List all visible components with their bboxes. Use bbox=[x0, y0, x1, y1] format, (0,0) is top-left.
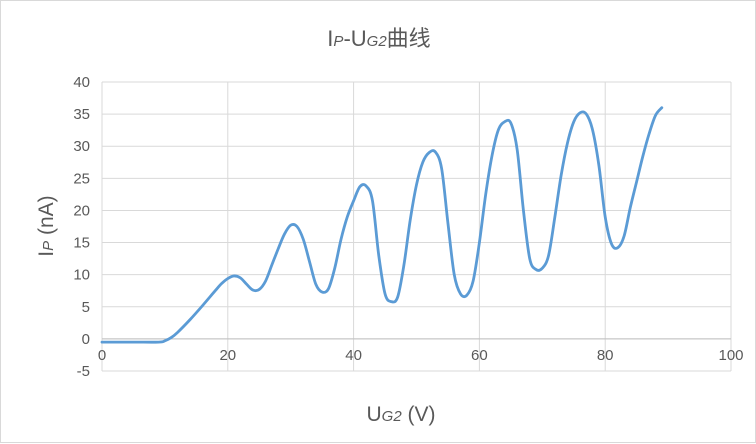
y-tick-label: -5 bbox=[77, 363, 90, 380]
y-tick-label: 20 bbox=[73, 202, 90, 219]
x-tick-label: 80 bbox=[597, 347, 614, 364]
chart-title-suffix: 曲线 bbox=[387, 26, 431, 51]
chart-title-mid-sub: G2 bbox=[367, 33, 388, 50]
x-tick-label: 40 bbox=[345, 347, 362, 364]
y-tick-label: 0 bbox=[82, 331, 90, 348]
x-tick-label: 20 bbox=[219, 347, 236, 364]
data-series bbox=[100, 106, 664, 344]
x-tick-label: 0 bbox=[98, 347, 106, 364]
x-axis-title-main: U bbox=[366, 403, 381, 426]
gridlines bbox=[101, 81, 732, 372]
y-tick-label: 15 bbox=[73, 235, 90, 252]
chart-title-prefix: I bbox=[327, 26, 333, 51]
x-axis-title-unit: (V) bbox=[402, 403, 436, 426]
y-tick-label: 40 bbox=[73, 74, 90, 91]
series-line bbox=[100, 106, 664, 344]
y-tick-label: 25 bbox=[73, 170, 90, 187]
y-axis-title-unit: (nA) bbox=[35, 195, 58, 241]
y-tick-label: 35 bbox=[73, 106, 90, 123]
chart-title-prefix-sub: P bbox=[333, 33, 343, 50]
x-tick-label: 60 bbox=[471, 347, 488, 364]
y-tick-label: 30 bbox=[73, 138, 90, 155]
x-axis-title: UG2 (V) bbox=[366, 403, 435, 426]
y-axis-title-sub: P bbox=[40, 241, 57, 251]
x-axis-title-sub: G2 bbox=[382, 408, 403, 425]
chart-title: IP-UG2曲线 bbox=[327, 26, 430, 51]
y-tick-label: 5 bbox=[82, 299, 90, 316]
y-axis-title: IP (nA) bbox=[35, 195, 58, 256]
y-axis-title-main: I bbox=[35, 251, 58, 257]
y-tick-label: 10 bbox=[73, 267, 90, 284]
tick-labels: -5 0 5 10 15 20 25 30 35 40 0 20 40 60 80 100 bbox=[73, 74, 743, 380]
x-tick-label: 100 bbox=[718, 347, 743, 364]
chart-title-mid: -U bbox=[343, 26, 366, 51]
